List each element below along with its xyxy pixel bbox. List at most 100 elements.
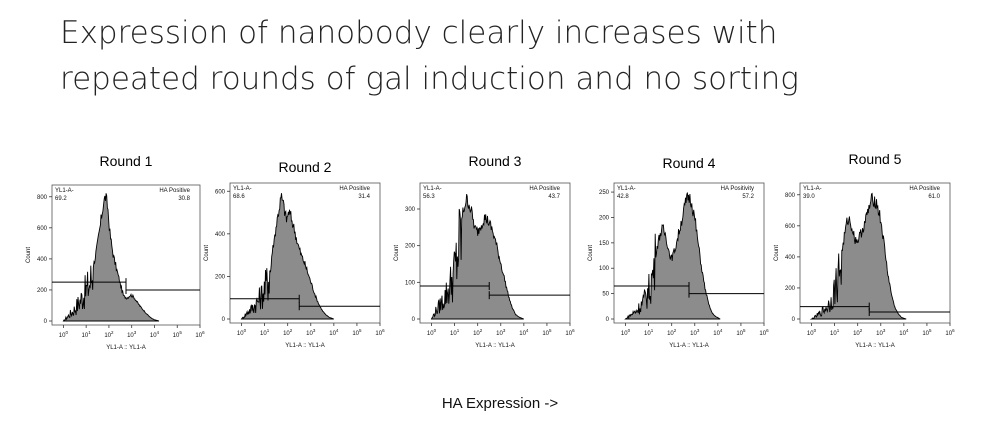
x-tick-label: 104 [713, 328, 723, 337]
x-tick-label: 105 [922, 328, 932, 337]
y-tick-label: 0 [44, 319, 48, 325]
gate-label-positive: HA Positivity [721, 186, 754, 192]
y-tick-label: 100 [405, 280, 416, 286]
gate-value-negative: 39.0 [803, 194, 815, 200]
y-tick-label: 50 [602, 292, 609, 298]
slide-title-line-2: repeated rounds of gal induction and no … [60, 61, 799, 97]
x-tick-label: 101 [260, 328, 270, 337]
y-tick-label: 250 [599, 190, 610, 196]
gate-value-positive: 31.4 [358, 194, 370, 200]
x-tick-label: 103 [876, 328, 886, 337]
x-tick-label: 103 [690, 328, 700, 337]
x-tick-label: 100 [621, 328, 631, 337]
histogram-panel-round-1: Round 1 YL1-A- 69.2 HA Positive 30.8 0 200 400 6… [26, 153, 205, 351]
y-tick-label: 200 [215, 274, 226, 280]
gate-value-negative: 68.6 [233, 194, 245, 200]
y-tick-label: 300 [405, 207, 416, 213]
x-axis-label: YL1-A :: YL1-A [106, 345, 146, 351]
y-tick-label: 200 [37, 288, 48, 294]
x-tick-label: 100 [807, 328, 817, 337]
y-axis-label: Count [204, 245, 210, 261]
gate-label-positive: HA Positive [339, 186, 370, 192]
x-axis-label: YL1-A :: YL1-A [855, 343, 895, 349]
y-tick-label: 100 [599, 266, 610, 272]
histogram-area [809, 192, 907, 320]
gate-value-positive: 61.0 [928, 194, 940, 200]
histogram-panel-round-2: Round 2 YL1-A- 68.6 HA Positive 31.4 0 200 400 6… [204, 159, 385, 349]
gate-value-positive: 43.7 [548, 194, 560, 200]
histogram-area [624, 192, 721, 320]
y-tick-label: 200 [405, 244, 416, 250]
x-tick-label: 101 [450, 328, 460, 337]
x-tick-label: 101 [82, 330, 92, 339]
y-tick-label: 200 [785, 286, 796, 292]
x-tick-label: 104 [329, 328, 339, 337]
y-axis-label: Count [394, 245, 400, 261]
gate-value-negative: 69.2 [55, 196, 67, 202]
y-tick-label: 200 [599, 215, 610, 221]
x-tick-label: 106 [375, 328, 385, 337]
x-axis-footer-label: HA Expression -> [441, 395, 559, 412]
plot-frame [51, 184, 201, 326]
gate-label-positive: HA Positive [529, 186, 560, 192]
x-tick-label: 101 [830, 328, 840, 337]
chart-title: Round 5 [849, 151, 902, 167]
histogram-panel-round-5: Round 5 YL1-A- 39.0 HA Positive 61.0 0 200 400 6… [774, 151, 955, 349]
gate-value-positive: 30.8 [178, 196, 190, 202]
y-tick-label: 0 [606, 317, 610, 323]
y-axis-label: Count [774, 245, 780, 261]
y-tick-label: 600 [785, 224, 796, 230]
x-tick-label: 106 [565, 328, 575, 337]
plot-frame [419, 182, 571, 324]
histogram-area [430, 193, 524, 320]
plot-frame [799, 182, 951, 324]
x-axis-label: YL1-A :: YL1-A [669, 343, 709, 349]
x-tick-label: 103 [496, 328, 506, 337]
chart-title: Round 2 [279, 159, 332, 175]
y-tick-label: 600 [37, 226, 48, 232]
gate-label-negative: YL1-A- [423, 186, 442, 192]
gate-label-negative: YL1-A- [617, 186, 636, 192]
y-tick-label: 600 [215, 189, 226, 195]
histogram-area [240, 193, 334, 320]
histogram-panel-round-3: Round 3 YL1-A- 56.3 HA Positive 43.7 0 100 200 3… [394, 153, 575, 349]
histogram-area [62, 193, 160, 322]
histogram-panel-round-4: Round 4 YL1-A- 42.8 HA Positivity 57.2 0 50 100… [588, 155, 769, 349]
x-tick-label: 102 [104, 330, 114, 339]
y-tick-label: 800 [37, 195, 48, 201]
gate-label-negative: YL1-A- [55, 188, 74, 194]
x-tick-label: 103 [306, 328, 316, 337]
y-tick-label: 400 [37, 257, 48, 263]
y-axis-label: Count [26, 247, 32, 263]
chart-title: Round 1 [100, 153, 153, 169]
y-axis-label: Count [588, 245, 594, 261]
x-tick-label: 100 [427, 328, 437, 337]
x-tick-label: 102 [853, 328, 863, 337]
x-tick-label: 104 [899, 328, 909, 337]
y-tick-label: 0 [412, 317, 416, 323]
gate-value-negative: 56.3 [423, 194, 435, 200]
x-tick-label: 105 [173, 330, 183, 339]
x-axis-label: YL1-A :: YL1-A [475, 343, 515, 349]
y-tick-label: 800 [785, 193, 796, 199]
x-tick-label: 102 [667, 328, 677, 337]
x-tick-label: 105 [542, 328, 552, 337]
x-tick-label: 100 [237, 328, 247, 337]
gate-label-positive: HA Positive [909, 186, 940, 192]
x-tick-label: 104 [519, 328, 529, 337]
x-tick-label: 103 [127, 330, 137, 339]
y-tick-label: 150 [599, 241, 610, 247]
y-tick-label: 400 [785, 255, 796, 261]
x-tick-label: 106 [945, 328, 955, 337]
x-axis-label: YL1-A :: YL1-A [285, 343, 325, 349]
x-tick-label: 104 [150, 330, 160, 339]
x-tick-label: 102 [283, 328, 293, 337]
y-tick-label: 0 [792, 317, 796, 323]
gate-label-positive: HA Positive [159, 188, 190, 194]
gate-value-negative: 42.8 [617, 194, 629, 200]
x-tick-label: 106 [759, 328, 769, 337]
plot-frame [229, 182, 381, 324]
gate-value-positive: 57.2 [742, 194, 754, 200]
chart-title: Round 3 [469, 153, 522, 169]
x-tick-label: 102 [473, 328, 483, 337]
